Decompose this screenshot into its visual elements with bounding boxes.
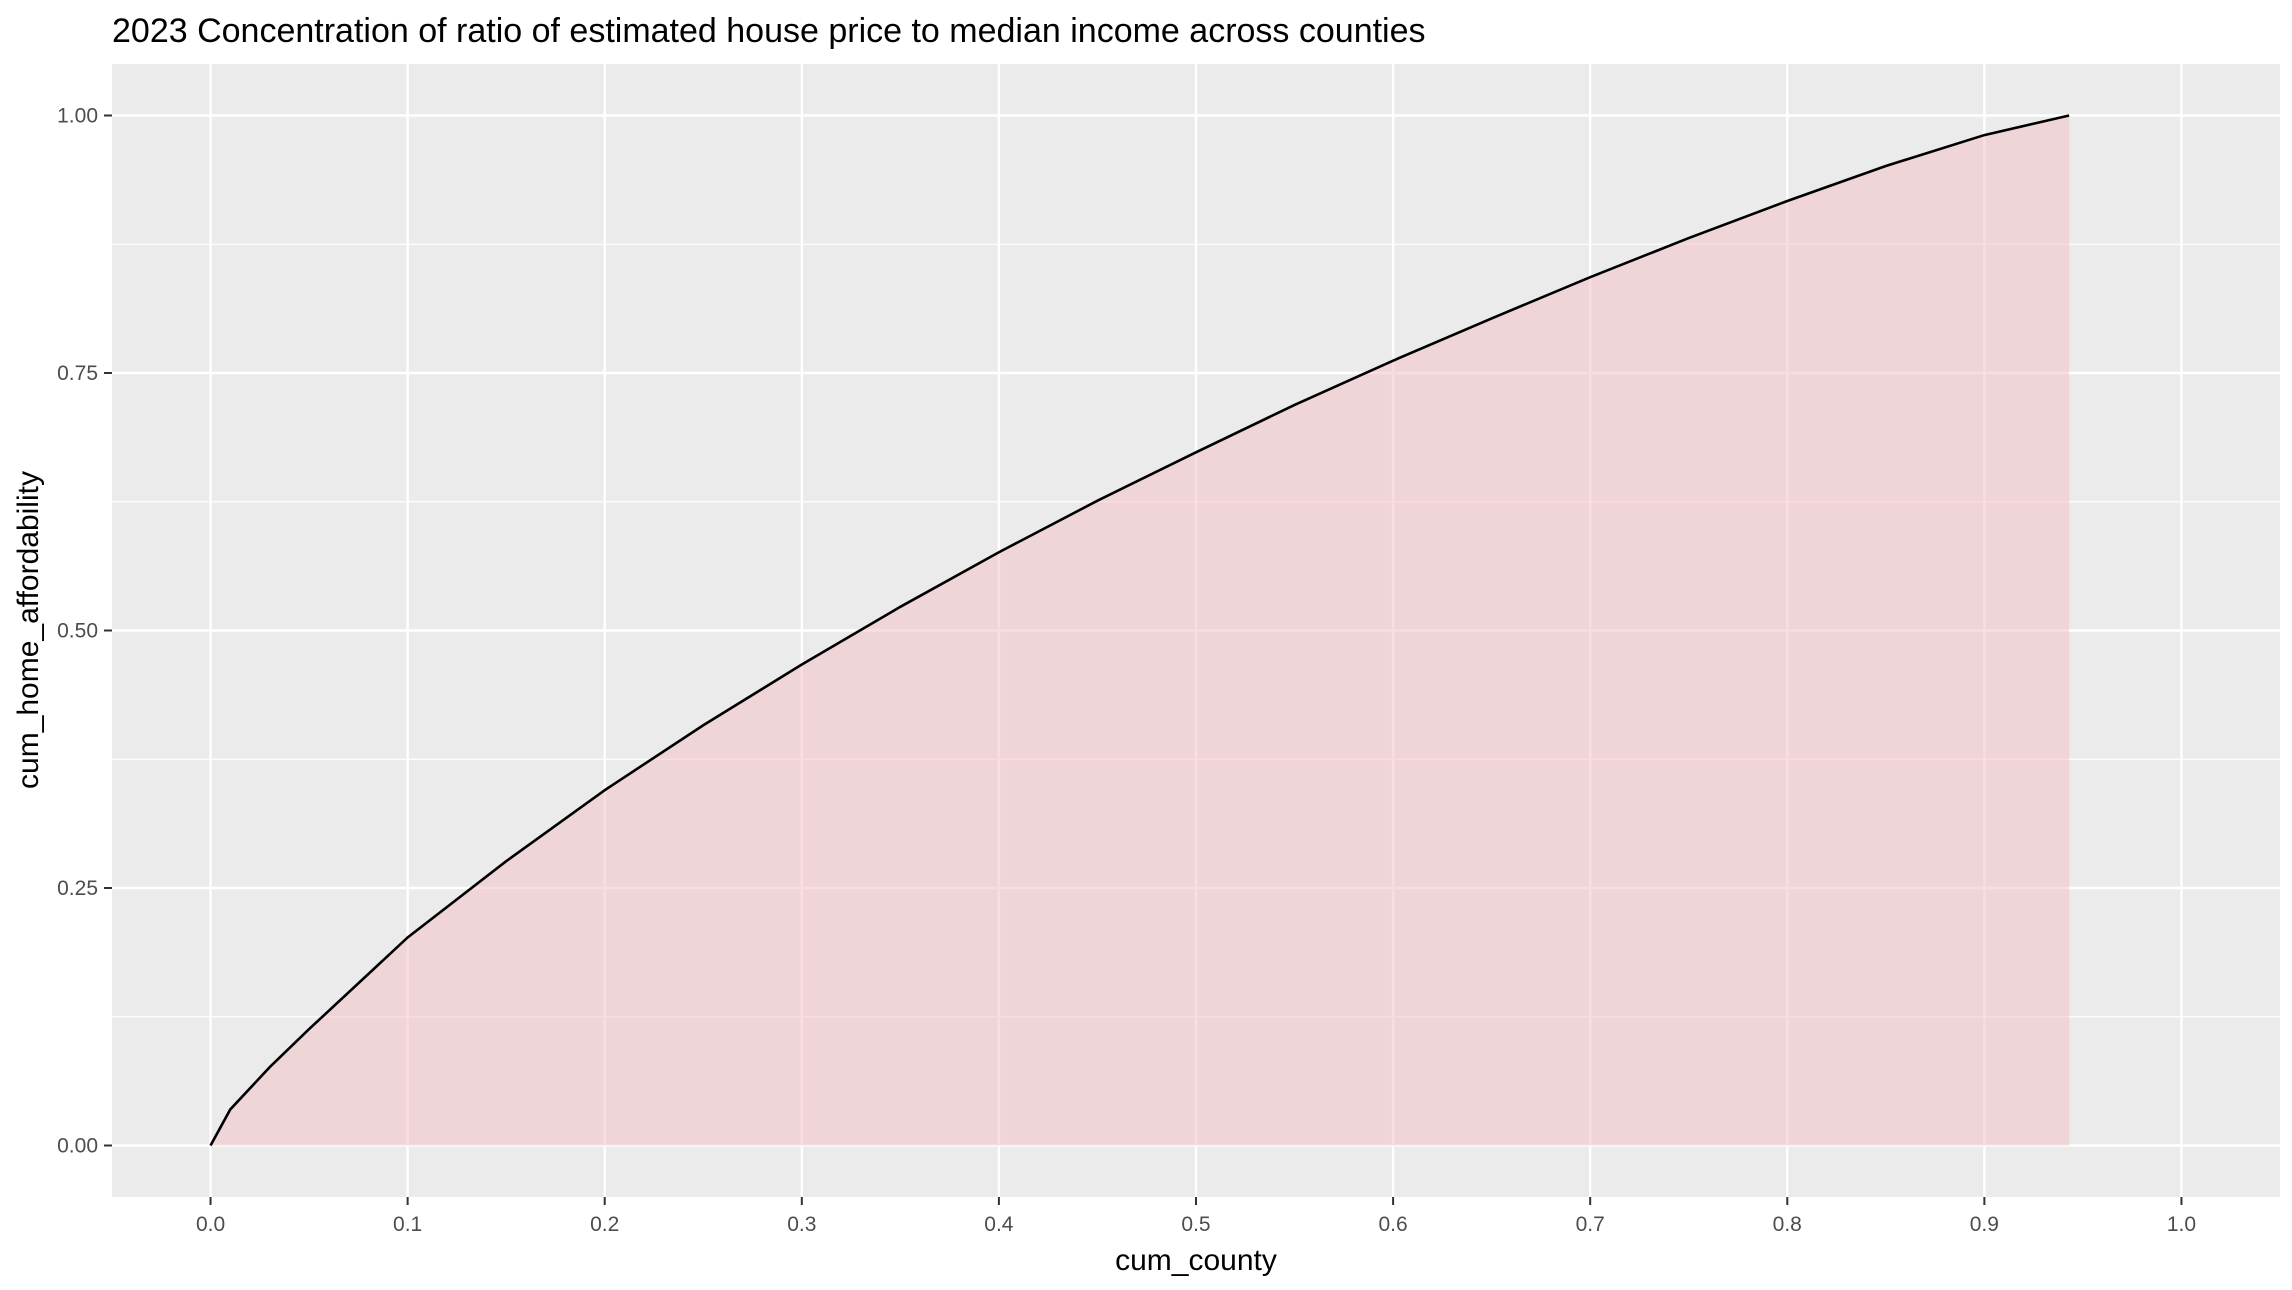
x-tick-label: 0.2 <box>590 1213 619 1236</box>
concentration-curve <box>209 114 2070 1147</box>
area-fill <box>210 115 2070 1146</box>
y-tick-label: 0.00 <box>57 1135 98 1158</box>
x-axis-ticks: 0.0 0.1 0.2 0.3 0.4 0.5 0.6 0.7 0.8 0.9 1.0 <box>196 1197 2196 1236</box>
y-tick-label: 0.25 <box>57 877 98 900</box>
chart-title: 2023 Concentration of ratio of estimated… <box>112 12 1426 50</box>
x-tick-label: 0.1 <box>393 1213 422 1236</box>
x-tick-label: 0.6 <box>1378 1213 1407 1236</box>
x-tick-label: 0.9 <box>1970 1213 1999 1236</box>
x-tick-label: 0.0 <box>196 1213 225 1236</box>
x-tick-label: 0.7 <box>1576 1213 1605 1236</box>
y-tick-label: 0.75 <box>57 362 98 385</box>
x-tick-label: 1.0 <box>2167 1213 2196 1236</box>
x-axis-title: cum_county <box>1115 1244 1277 1277</box>
y-axis-title: cum_home_affordability <box>12 471 45 789</box>
x-tick-label: 0.5 <box>1181 1213 1210 1236</box>
y-axis-ticks: 0.00 0.25 0.50 0.75 1.00 <box>57 105 112 1158</box>
x-tick-label: 0.3 <box>787 1213 816 1236</box>
y-tick-label: 0.50 <box>57 620 98 643</box>
x-tick-label: 0.8 <box>1773 1213 1802 1236</box>
y-tick-label: 1.00 <box>57 105 98 128</box>
x-tick-label: 0.4 <box>984 1213 1014 1236</box>
